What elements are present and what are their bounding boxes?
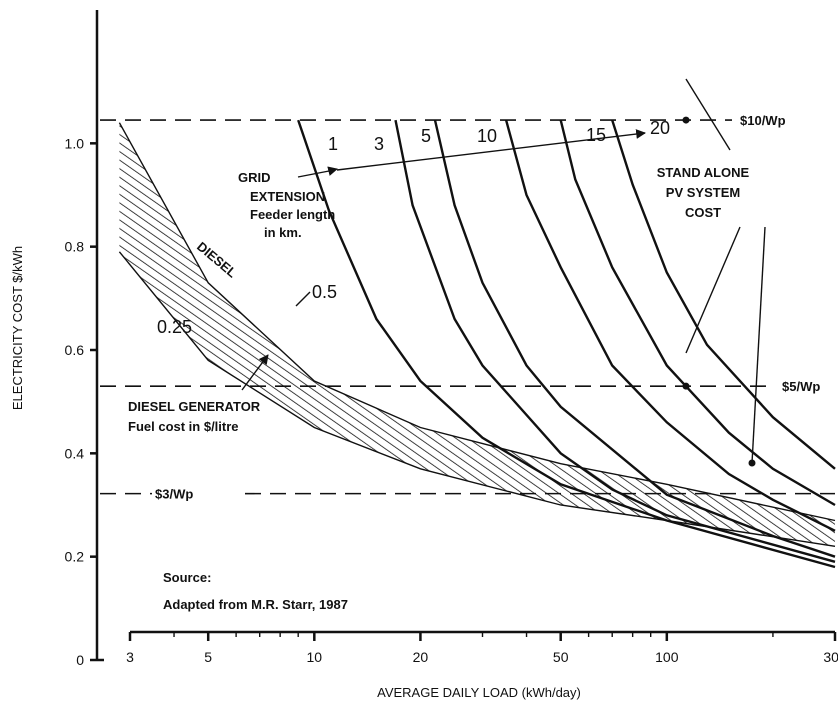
grid-extension-curve-5km bbox=[433, 119, 836, 558]
grid-extension-label-line-4: in km. bbox=[264, 225, 302, 240]
y-tick-label-1: 0.2 bbox=[65, 549, 85, 565]
grid-extension-curve-label-15: 15 bbox=[586, 125, 606, 145]
grid-extension-curve-20km bbox=[611, 119, 836, 470]
grid-extension-curve-label-1: 1 bbox=[328, 134, 338, 154]
grid-extension-curve-10km bbox=[504, 119, 836, 532]
grid-extension-curve-label-5: 5 bbox=[421, 126, 431, 146]
pv-pointer-3wp bbox=[751, 226, 766, 464]
grid-extension-label-line-1: GRID bbox=[238, 170, 271, 185]
diesel-band-fill bbox=[119, 122, 835, 547]
y-tick-label-3: 0.6 bbox=[65, 342, 85, 358]
diesel-upper-edge bbox=[118, 122, 836, 522]
diesel-gen-label-line-2: Fuel cost in $/litre bbox=[128, 419, 239, 434]
y-tick-label-2: 0.4 bbox=[65, 445, 85, 461]
diesel-lower-label: 0.25 bbox=[157, 317, 192, 337]
x-tick-label-6: 300 bbox=[823, 649, 838, 665]
grid-extension-curve-15km bbox=[559, 119, 836, 507]
pv-cost-line-label-1: $5/Wp bbox=[782, 379, 820, 394]
grid-extension-curve-3km bbox=[394, 119, 836, 563]
grid-extension-arrow bbox=[297, 166, 338, 178]
x-tick-label-3: 20 bbox=[413, 649, 429, 665]
y-axis-ticks: 0 0.2 0.4 0.6 0.8 1.0 bbox=[65, 135, 97, 668]
pv-cost-line-label-2: $3/Wp bbox=[155, 487, 193, 502]
x-tick-label-1: 5 bbox=[204, 649, 212, 665]
grid-extension-curve-label-3: 3 bbox=[374, 134, 384, 154]
diesel-gen-arrow bbox=[241, 354, 269, 391]
pv-pointer-5wp bbox=[685, 226, 741, 354]
pv-label-line-3: COST bbox=[685, 205, 721, 220]
diesel-gen-label-line-1: DIESEL GENERATOR bbox=[128, 399, 261, 414]
grid-extension-curve-label-10: 10 bbox=[477, 126, 497, 146]
source-label-line-1: Source: bbox=[163, 570, 211, 585]
y-tick-label-5: 1.0 bbox=[65, 135, 85, 151]
x-axis-title: AVERAGE DAILY LOAD (kWh/day) bbox=[377, 685, 581, 700]
pv-cost-line-label-0: $10/Wp bbox=[740, 113, 786, 128]
x-axis-ticks: 3 5 10 20 50 100 300 bbox=[126, 632, 838, 665]
x-tick-label-2: 10 bbox=[307, 649, 323, 665]
grid-extension-curve-1km bbox=[297, 119, 836, 569]
pv-label-line-1: STAND ALONE bbox=[657, 165, 750, 180]
grid-extension-label-line-3: Feeder length bbox=[250, 207, 335, 222]
diesel-upper-pointer bbox=[295, 291, 311, 307]
grid-extension-curves-layer: 1 3 5 10 15 20 bbox=[297, 118, 836, 569]
pv-label-line-2: PV SYSTEM bbox=[666, 185, 740, 200]
pv-pointer-10wp bbox=[685, 78, 731, 151]
diesel-upper-label: 0.5 bbox=[312, 282, 337, 302]
y-axis-title: ELECTRICITY COST $/kWh bbox=[10, 246, 25, 410]
source-label-line-2: Adapted from M.R. Starr, 1987 bbox=[163, 597, 348, 612]
y-tick-label-4: 0.8 bbox=[65, 239, 85, 255]
x-tick-label-5: 100 bbox=[655, 649, 679, 665]
feeder-length-arrow bbox=[336, 129, 646, 171]
x-tick-label-4: 50 bbox=[553, 649, 569, 665]
grid-extension-curve-label-20: 20 bbox=[650, 118, 670, 138]
pv-dot-10wp bbox=[682, 116, 690, 124]
y-tick-label-0: 0 bbox=[76, 652, 84, 668]
x-tick-label-0: 3 bbox=[126, 649, 134, 665]
grid-extension-label-line-2: EXTENSION bbox=[250, 189, 325, 204]
